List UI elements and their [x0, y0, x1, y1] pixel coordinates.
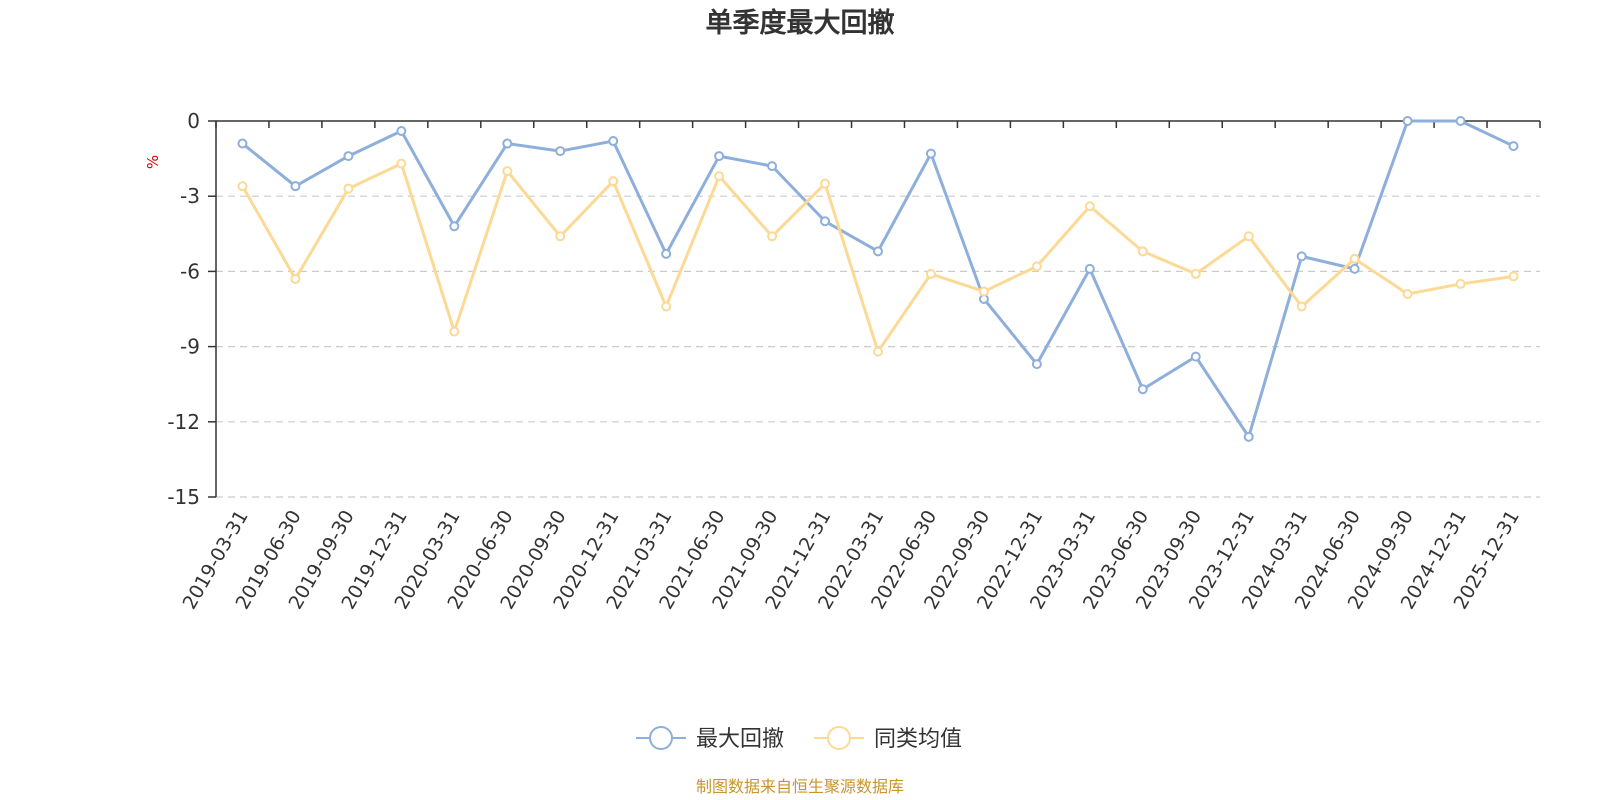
data-point: [1349, 263, 1360, 274]
data-point: [449, 326, 460, 337]
data-point: [714, 151, 725, 162]
data-point: [1243, 231, 1254, 242]
data-point: [290, 273, 301, 284]
data-point: [1243, 431, 1254, 442]
y-tick-label: -3: [180, 184, 200, 208]
data-point: [1455, 116, 1466, 126]
y-axis-unit: %: [144, 155, 162, 169]
data-point: [502, 138, 513, 149]
data-point: [608, 136, 619, 147]
data-point: [1508, 141, 1519, 152]
data-point: [767, 161, 778, 172]
legend-label: 同类均值: [874, 727, 962, 752]
y-tick-label: -15: [167, 485, 200, 509]
data-point: [978, 286, 989, 297]
legend-marker: [649, 726, 673, 750]
y-tick-label: -6: [180, 259, 200, 283]
data-point: [1190, 351, 1201, 362]
data-point: [873, 346, 883, 357]
data-point: [608, 176, 619, 187]
grid-lines: [216, 195, 1540, 498]
series-group: [237, 116, 1519, 442]
y-tick-label: 0: [187, 109, 200, 133]
data-point: [396, 126, 407, 137]
data-point: [1190, 268, 1201, 279]
y-tick-label: -12: [167, 410, 200, 434]
data-point: [1455, 278, 1466, 289]
data-point: [555, 231, 566, 242]
data-point: [1031, 261, 1042, 272]
data-point: [343, 183, 354, 194]
data-point: [1508, 271, 1519, 282]
data-point: [1031, 359, 1042, 370]
data-point: [820, 178, 831, 189]
data-point: [1084, 263, 1095, 274]
axes: [215, 120, 1540, 497]
data-point: [714, 171, 725, 182]
data-point: [555, 146, 566, 157]
data-point: [661, 248, 672, 259]
data-point: [820, 216, 831, 227]
data-point: [1349, 253, 1360, 264]
legend-marker: [827, 726, 851, 750]
data-point: [1402, 288, 1413, 299]
legend-item-2: 同类均值: [814, 726, 962, 752]
data-point: [237, 181, 248, 192]
data-point: [1137, 246, 1148, 257]
data-point: [290, 181, 301, 192]
series-1: [237, 116, 1519, 442]
data-point: [396, 158, 407, 169]
legend-item-1: 最大回撤: [636, 726, 784, 752]
legend-label: 最大回撤: [696, 727, 784, 752]
data-point: [1296, 301, 1307, 312]
data-point: [767, 231, 778, 242]
data-point: [925, 268, 936, 279]
data-point: [502, 166, 513, 177]
series-line: [241, 119, 1515, 439]
series-2: [237, 158, 1519, 357]
data-point: [1137, 384, 1148, 395]
series-line: [241, 162, 1514, 354]
data-point: [925, 148, 936, 159]
source-note: 制图数据来自恒生聚源数据库: [696, 777, 904, 796]
data-point: [343, 151, 354, 162]
data-point: [1402, 116, 1413, 126]
data-point: [873, 246, 883, 257]
data-point: [1296, 251, 1307, 262]
chart-title: 单季度最大回撤: [706, 7, 895, 39]
data-point: [661, 301, 672, 312]
y-tick-label: -9: [180, 335, 200, 359]
data-point: [449, 221, 460, 232]
x-axis-ticks: 2019-03-312019-06-302019-09-302019-12-31…: [179, 121, 1541, 613]
y-axis-ticks: 0 -3 -6 -9 -12 -15: [167, 109, 216, 509]
data-point: [1084, 201, 1095, 212]
legend: 最大回撤 同类均值: [636, 726, 962, 752]
data-point: [237, 138, 248, 149]
